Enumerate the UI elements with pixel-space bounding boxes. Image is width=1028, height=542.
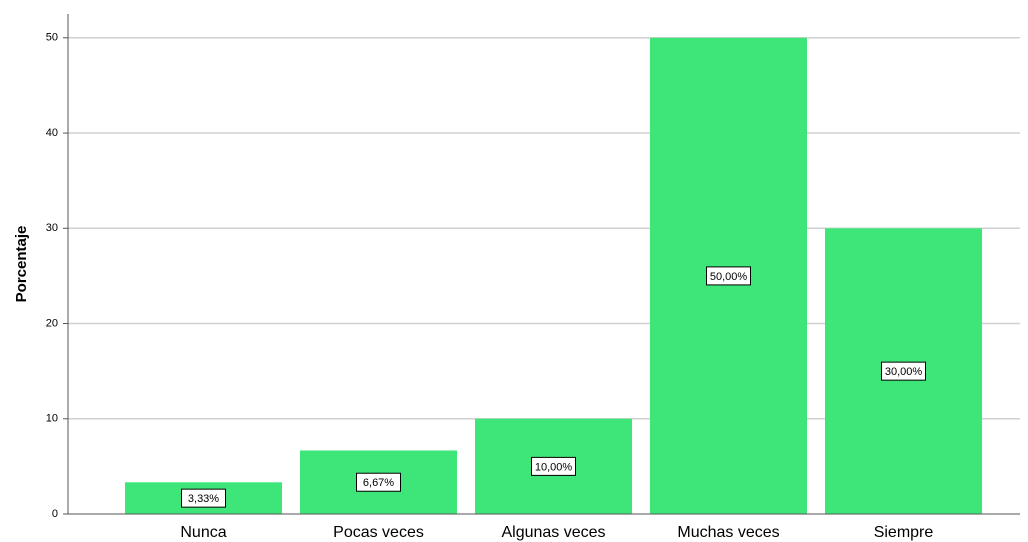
value-label-box [181,488,226,508]
value-label: 10,00% [535,461,573,473]
x-tick-label: Pocas veces [333,524,424,541]
y-tick-label: 50 [46,32,58,44]
x-tick-label: Muchas veces [677,524,779,541]
value-label-box [706,266,751,286]
value-label: 50,00% [710,271,748,283]
value-label-box [531,456,576,476]
y-tick-label: 20 [46,317,58,329]
x-tick-label: Nunca [180,524,226,541]
x-tick-label: Algunas veces [501,524,605,541]
value-label: 6,67% [363,477,394,489]
x-tick-label: Siempre [874,524,934,541]
value-label-box [356,472,401,492]
value-label-box [881,361,926,381]
y-tick-label: 10 [46,413,58,425]
y-tick-label: 0 [52,508,58,520]
y-axis-label: Porcentaje [13,226,30,303]
value-label: 30,00% [885,366,923,378]
y-tick-label: 40 [46,127,58,139]
y-tick-label: 30 [46,222,58,234]
value-label: 3,33% [188,493,219,505]
